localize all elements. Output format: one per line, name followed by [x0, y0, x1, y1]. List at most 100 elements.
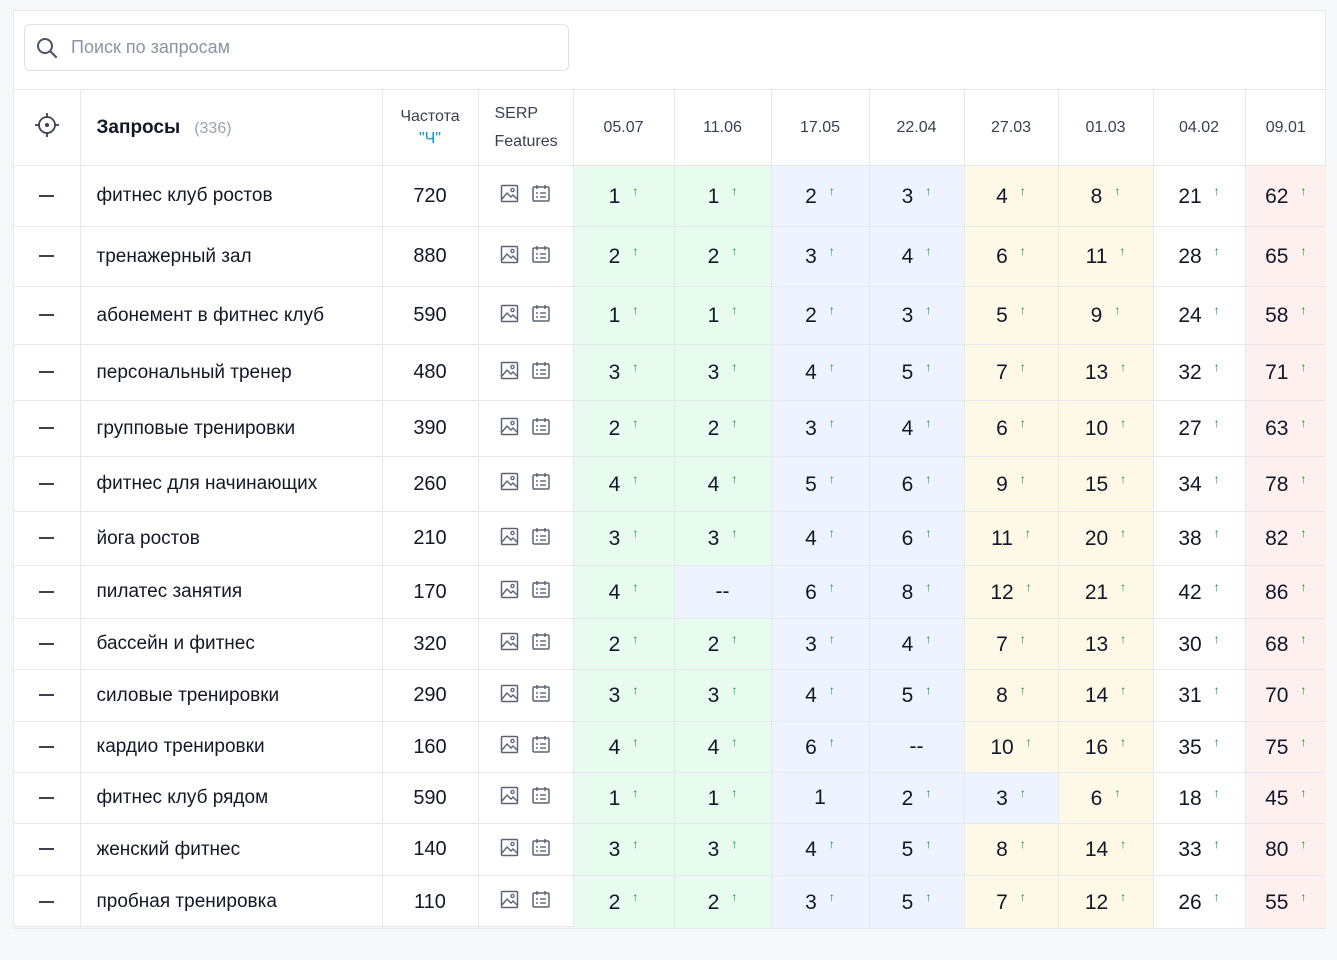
position-cell[interactable]: 42 ↑: [1153, 565, 1246, 619]
position-cell[interactable]: 4 ↑: [573, 721, 675, 773]
query-text[interactable]: персональный тренер: [80, 344, 383, 401]
position-cell[interactable]: 32 ↑: [1153, 344, 1246, 401]
position-cell[interactable]: 62 ↑: [1245, 165, 1326, 227]
position-cell[interactable]: 3 ↑: [771, 875, 870, 929]
position-cell[interactable]: 2 ↑: [573, 875, 675, 929]
image-icon[interactable]: [500, 735, 519, 759]
date-header[interactable]: 27.03: [964, 90, 1059, 166]
position-cell[interactable]: 4 ↑: [573, 456, 675, 512]
position-cell[interactable]: 4 ↑: [869, 618, 965, 670]
row-toggle-cell[interactable]: [14, 721, 81, 773]
row-toggle-cell[interactable]: [14, 456, 81, 512]
position-cell[interactable]: 6 ↑: [869, 511, 965, 566]
position-cell[interactable]: 3 ↑: [573, 344, 675, 401]
image-icon[interactable]: [500, 527, 519, 551]
position-cell[interactable]: 3 ↑: [573, 511, 675, 566]
snippet-list-icon[interactable]: [531, 838, 551, 862]
position-cell[interactable]: 3 ↑: [771, 226, 870, 287]
snippet-list-icon[interactable]: [531, 735, 551, 759]
position-cell[interactable]: 3 ↑: [869, 165, 965, 227]
position-cell[interactable]: 7 ↑: [964, 344, 1059, 401]
row-toggle-cell[interactable]: [14, 669, 81, 722]
position-cell[interactable]: 3 ↑: [869, 286, 965, 345]
image-icon[interactable]: [500, 472, 519, 496]
position-cell[interactable]: 30 ↑: [1153, 618, 1246, 670]
snippet-list-icon[interactable]: [531, 304, 551, 328]
position-cell[interactable]: 80 ↑: [1245, 823, 1326, 876]
position-cell[interactable]: 8 ↑: [869, 565, 965, 619]
position-cell[interactable]: 4 ↑: [869, 226, 965, 287]
position-cell[interactable]: 55 ↑: [1245, 875, 1326, 929]
position-cell[interactable]: 11 ↑: [964, 511, 1059, 566]
position-cell[interactable]: 5 ↑: [869, 669, 965, 722]
position-cell[interactable]: --: [674, 565, 772, 619]
query-text[interactable]: кардио тренировки: [80, 721, 383, 773]
position-cell[interactable]: 5 ↑: [869, 344, 965, 401]
position-cell[interactable]: 4 ↑: [771, 344, 870, 401]
image-icon[interactable]: [500, 684, 519, 708]
query-text[interactable]: фитнес клуб рядом: [80, 772, 383, 824]
position-cell[interactable]: 1 ↑: [674, 165, 772, 227]
position-cell[interactable]: 27 ↑: [1153, 400, 1246, 457]
position-cell[interactable]: 8 ↑: [964, 669, 1059, 722]
position-cell[interactable]: 1 ↑: [674, 772, 772, 824]
date-header[interactable]: 11.06: [674, 90, 772, 166]
minus-icon[interactable]: [39, 745, 55, 748]
image-icon[interactable]: [500, 632, 519, 656]
position-cell[interactable]: --: [869, 721, 965, 773]
position-cell[interactable]: 4 ↑: [964, 165, 1059, 227]
snippet-list-icon[interactable]: [531, 527, 551, 551]
position-cell[interactable]: 7 ↑: [964, 618, 1059, 670]
query-text[interactable]: фитнес клуб ростов: [80, 165, 383, 227]
position-cell[interactable]: 5 ↑: [964, 286, 1059, 345]
position-cell[interactable]: 1: [771, 772, 870, 824]
minus-icon[interactable]: [39, 371, 55, 374]
position-cell[interactable]: 11 ↑: [1058, 226, 1154, 287]
position-cell[interactable]: 9 ↑: [964, 456, 1059, 512]
position-cell[interactable]: 65 ↑: [1245, 226, 1326, 287]
image-icon[interactable]: [500, 304, 519, 328]
position-cell[interactable]: 4 ↑: [771, 669, 870, 722]
position-cell[interactable]: 26 ↑: [1153, 875, 1246, 929]
image-icon[interactable]: [500, 245, 519, 269]
position-cell[interactable]: 1 ↑: [573, 772, 675, 824]
target-header-cell[interactable]: [14, 90, 81, 166]
date-header[interactable]: 04.02: [1153, 90, 1246, 166]
query-text[interactable]: абонемент в фитнес клуб: [80, 286, 383, 345]
position-cell[interactable]: 28 ↑: [1153, 226, 1246, 287]
image-icon[interactable]: [500, 786, 519, 810]
row-toggle-cell[interactable]: [14, 772, 81, 824]
image-icon[interactable]: [500, 838, 519, 862]
snippet-list-icon[interactable]: [531, 245, 551, 269]
position-cell[interactable]: 3 ↑: [573, 823, 675, 876]
position-cell[interactable]: 63 ↑: [1245, 400, 1326, 457]
position-cell[interactable]: 12 ↑: [1058, 875, 1154, 929]
position-cell[interactable]: 58 ↑: [1245, 286, 1326, 345]
minus-icon[interactable]: [39, 900, 55, 903]
query-text[interactable]: женский фитнес: [80, 823, 383, 876]
position-cell[interactable]: 6 ↑: [964, 226, 1059, 287]
row-toggle-cell[interactable]: [14, 344, 81, 401]
position-cell[interactable]: 6 ↑: [1058, 772, 1154, 824]
position-cell[interactable]: 3 ↑: [674, 344, 772, 401]
position-cell[interactable]: 3 ↑: [674, 823, 772, 876]
position-cell[interactable]: 3 ↑: [771, 400, 870, 457]
row-toggle-cell[interactable]: [14, 565, 81, 619]
date-header[interactable]: 01.03: [1058, 90, 1154, 166]
position-cell[interactable]: 10 ↑: [964, 721, 1059, 773]
date-header[interactable]: 09.01: [1245, 90, 1326, 166]
minus-icon[interactable]: [39, 427, 55, 430]
position-cell[interactable]: 7 ↑: [964, 875, 1059, 929]
position-cell[interactable]: 4 ↑: [573, 565, 675, 619]
minus-icon[interactable]: [39, 590, 55, 593]
position-cell[interactable]: 68 ↑: [1245, 618, 1326, 670]
snippet-list-icon[interactable]: [531, 684, 551, 708]
position-cell[interactable]: 78 ↑: [1245, 456, 1326, 512]
position-cell[interactable]: 75 ↑: [1245, 721, 1326, 773]
position-cell[interactable]: 8 ↑: [964, 823, 1059, 876]
position-cell[interactable]: 1 ↑: [674, 286, 772, 345]
position-cell[interactable]: 20 ↑: [1058, 511, 1154, 566]
query-text[interactable]: тренажерный зал: [80, 226, 383, 287]
row-toggle-cell[interactable]: [14, 226, 81, 287]
position-cell[interactable]: 4 ↑: [674, 721, 772, 773]
